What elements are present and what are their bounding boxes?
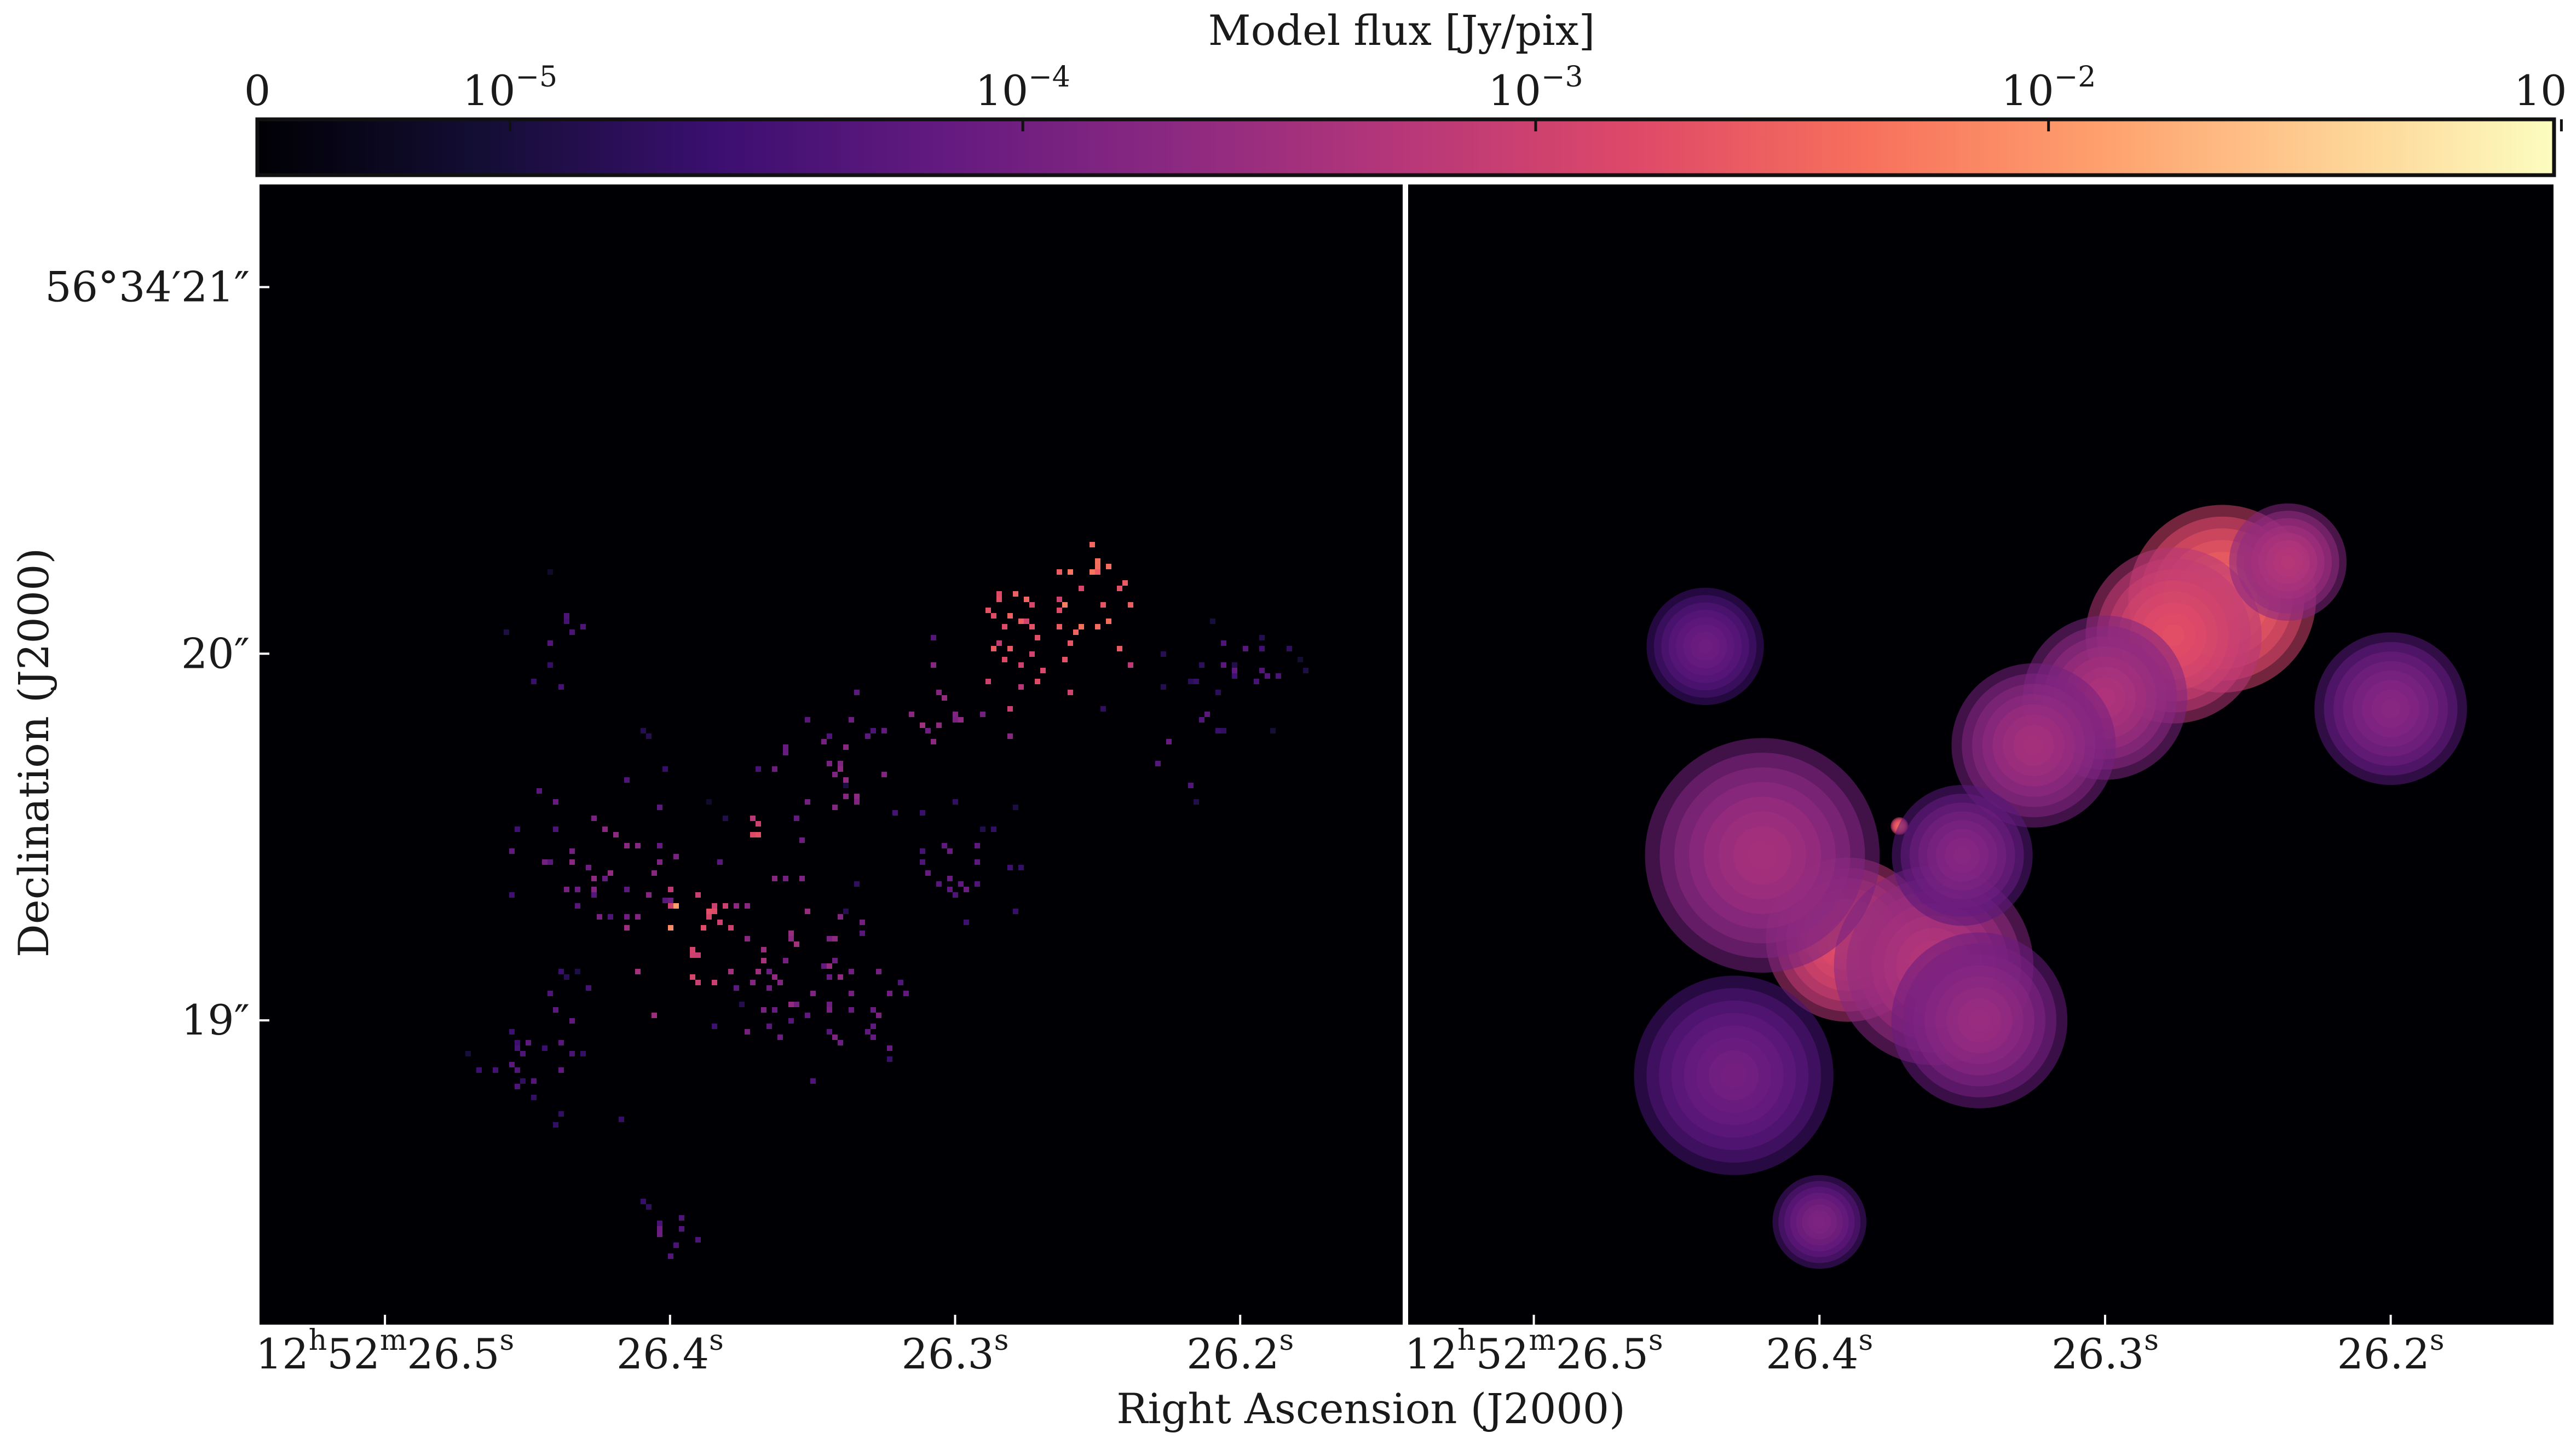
emission-clump bbox=[1891, 932, 2068, 1108]
x-tick-label: 26.3s bbox=[902, 1324, 1009, 1378]
x-tick-label: 12h52m26.5s bbox=[256, 1324, 514, 1378]
emission-clump bbox=[991, 542, 1133, 673]
emission-clump bbox=[985, 586, 1084, 739]
emission-clump bbox=[706, 717, 898, 887]
colorbar-gradient bbox=[257, 119, 2554, 175]
colorbar-frame bbox=[255, 117, 2556, 177]
colorbar-tick-label: 10−3 bbox=[1488, 61, 1583, 115]
emission-clump bbox=[509, 728, 728, 920]
emission-clump bbox=[1634, 975, 1834, 1175]
emission-clump bbox=[1892, 785, 2033, 926]
emission-clump bbox=[1646, 587, 1764, 706]
x-tick-label: 12h52m26.5s bbox=[1404, 1324, 1663, 1378]
left-emission-map bbox=[465, 542, 1309, 1259]
emission-clump bbox=[668, 903, 717, 931]
y-tick-label: 20″ bbox=[181, 629, 250, 678]
x-tick-label: 26.4s bbox=[616, 1324, 724, 1378]
emission-clump bbox=[1199, 619, 1309, 695]
y-tick-label: 19″ bbox=[181, 996, 250, 1044]
x-tick-label: 26.3s bbox=[2051, 1324, 2159, 1378]
emission-clump bbox=[465, 969, 624, 1128]
x-tick-label: 26.2s bbox=[2337, 1324, 2445, 1378]
colorbar-label: Model flux [Jy/pix] bbox=[1208, 6, 1595, 55]
emission-clump bbox=[2314, 632, 2467, 785]
colorbar-tick-label: 10−2 bbox=[2001, 61, 2096, 115]
left-panel: 12h52m26.5s 26.4s 26.3s 26.2s 56°34′21″ 20″ 1… bbox=[45, 184, 1403, 1378]
emission-clump bbox=[1951, 663, 2116, 828]
emission-clump bbox=[739, 909, 909, 1084]
emission-clump bbox=[712, 859, 865, 1040]
emission-clump bbox=[1772, 1175, 1866, 1269]
emission-clump bbox=[1645, 738, 1880, 973]
left-y-ticks: 56°34′21″ 20″ 19″ bbox=[45, 263, 269, 1044]
left-x-ticks: 12h52m26.5s 26.4s 26.3s 26.2s bbox=[256, 1315, 1294, 1378]
colorbar-tick-label: 10−1 bbox=[2514, 61, 2565, 115]
emission-clump bbox=[920, 799, 1024, 925]
left-panel-background bbox=[260, 184, 1403, 1325]
right-panel: 12h52m26.5s 26.4s 26.3s 26.2s bbox=[1404, 184, 2554, 1378]
x-axis-label: Right Ascension (J2000) bbox=[1116, 1384, 1626, 1433]
emission-clump bbox=[2229, 503, 2347, 621]
right-x-ticks: 12h52m26.5s 26.4s 26.3s 26.2s bbox=[1404, 1315, 2445, 1378]
colorbar-tick-label: 0 bbox=[244, 66, 270, 115]
emission-clump bbox=[624, 887, 777, 1018]
x-tick-label: 26.4s bbox=[1766, 1324, 1873, 1378]
colorbar-tick-label: 10−5 bbox=[463, 61, 557, 115]
y-axis-label: Declination (J2000) bbox=[9, 548, 58, 957]
emission-clump bbox=[843, 635, 985, 788]
emission-clump bbox=[504, 569, 586, 690]
emission-clump bbox=[750, 816, 761, 837]
y-tick-label: 56°34′21″ bbox=[45, 263, 250, 311]
x-tick-label: 26.2s bbox=[1186, 1324, 1294, 1378]
emission-clump bbox=[641, 1199, 701, 1259]
colorbar: Model flux [Jy/pix] 0 10−5 10−4 10−3 10−2 10−… bbox=[244, 6, 2565, 177]
colorbar-tick-label: 10−4 bbox=[976, 61, 1070, 115]
right-emission-map bbox=[1634, 503, 2467, 1269]
colorbar-ticks: 0 10−5 10−4 10−3 10−2 10−1 bbox=[244, 61, 2565, 131]
